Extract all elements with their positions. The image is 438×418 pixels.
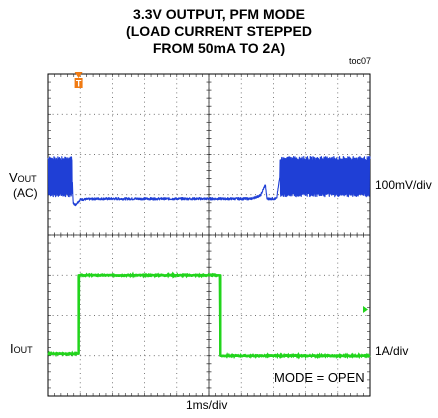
chart-title-line-1: 3.3V OUTPUT, PFM MODE — [133, 6, 305, 22]
vout-trace — [47, 155, 371, 207]
chart-title-line-3: FROM 50mA TO 2A) — [152, 40, 286, 56]
iout-scale-label: 1A/div — [375, 344, 409, 358]
chart-title-line-2: (LOAD CURRENT STEPPED — [126, 23, 312, 39]
figure-tag: toc07 — [349, 56, 372, 66]
vout-scale-label: 100mV/div — [375, 178, 432, 192]
iout-label-sub: OUT — [13, 345, 33, 355]
iout-channel-label: IOUT — [10, 341, 33, 356]
trigger-arrow-icon — [74, 72, 83, 78]
trigger-label: T — [76, 79, 82, 89]
iout-trace — [48, 274, 370, 357]
iout-label-main: I — [10, 341, 14, 356]
mode-annotation: MODE = OPEN — [274, 370, 365, 385]
trigger-box-icon — [74, 78, 83, 88]
vout-label-main: V — [9, 170, 18, 185]
vout-ac-label: (AC) — [13, 186, 38, 200]
vout-label-sub: OUT — [17, 174, 37, 184]
channel-marker-icon — [363, 305, 368, 313]
x-axis-label: 1ms/div — [186, 398, 228, 412]
vout-channel-label: VOUT — [9, 170, 37, 185]
